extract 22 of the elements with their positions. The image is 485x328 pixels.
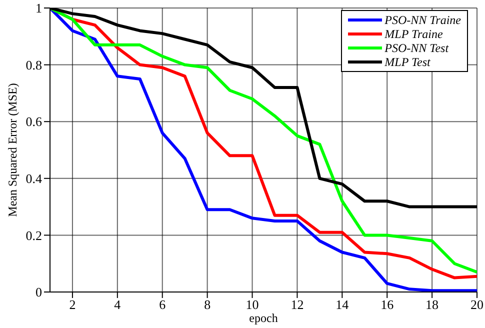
y-tick-label: 0.6 (26, 114, 42, 130)
y-tick-label: 0.2 (26, 228, 42, 243)
legend-label: PSO-NN Test (384, 41, 449, 55)
legend-label: MLP Test (384, 55, 430, 69)
legend-label: MLP Traine (384, 27, 443, 41)
x-tick-label: 18 (426, 297, 439, 312)
x-tick-label: 10 (246, 297, 259, 312)
x-tick-label: 8 (204, 297, 211, 312)
y-tick-label: 0 (36, 284, 42, 300)
x-axis-title: epoch (249, 311, 278, 325)
x-tick-label: 16 (380, 297, 394, 312)
x-tick-label: 6 (159, 297, 166, 312)
legend-label: PSO-NN Traine (384, 13, 461, 27)
y-tick-label: 0.8 (26, 57, 42, 72)
y-tick-label: 1 (36, 0, 42, 16)
x-tick-label: 12 (290, 297, 304, 312)
x-tick-label: 4 (114, 297, 122, 312)
x-tick-label: 2 (69, 297, 76, 312)
x-tick-label: 20 (470, 297, 484, 312)
x-tick-label: 14 (336, 297, 350, 312)
y-tick-label: 0.4 (26, 171, 42, 186)
y-axis-title: Mean Squared Error (MSE) (5, 83, 20, 217)
